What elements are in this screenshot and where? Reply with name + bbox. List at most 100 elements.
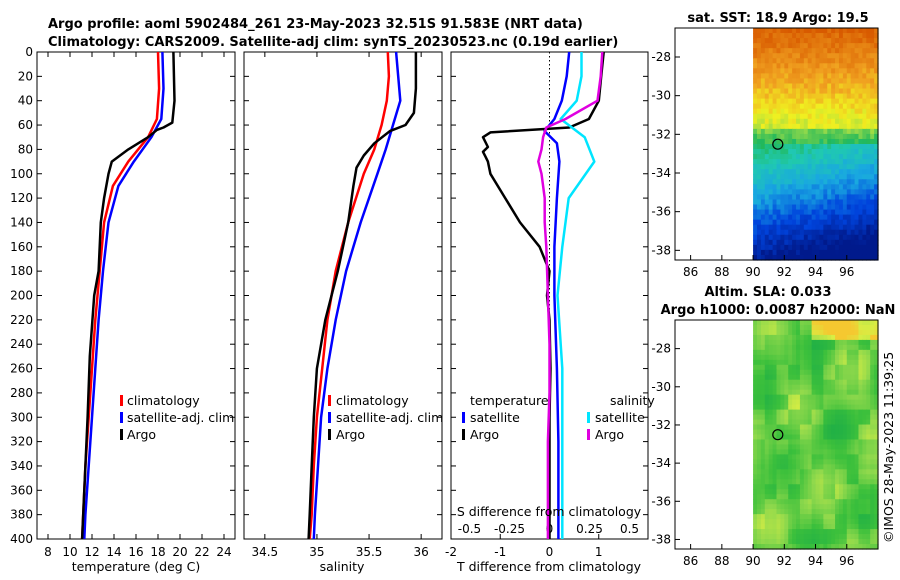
map-cell: [803, 399, 809, 406]
map-cell: [768, 123, 774, 130]
map-cell: [803, 78, 809, 85]
map-cell: [796, 320, 801, 326]
map-cell: [831, 434, 836, 441]
map-cell: [792, 469, 797, 475]
map-cell: [835, 474, 840, 480]
map-cell: [772, 469, 778, 475]
map-cell: [842, 364, 848, 371]
map-cell: [796, 83, 801, 90]
depth-tick-label: 20: [18, 69, 33, 83]
map-cell: [815, 48, 821, 54]
map-cell: [776, 58, 781, 64]
map-cell: [862, 409, 867, 416]
map-cell: [811, 429, 817, 436]
map-cell: [796, 118, 801, 125]
map-cell: [768, 404, 774, 411]
map-cell: [756, 189, 762, 196]
map-cell: [850, 239, 856, 246]
map-cell: [823, 194, 828, 201]
map-cell: [764, 78, 770, 85]
map-cell: [764, 474, 770, 480]
map-cell: [831, 369, 836, 376]
map-cell: [796, 88, 801, 95]
map-cell: [803, 43, 809, 49]
map-cell: [788, 544, 793, 550]
map-cell: [815, 149, 821, 155]
map-cell: [850, 63, 856, 69]
map-cell: [819, 174, 824, 180]
map-cell: [854, 449, 860, 456]
map-cell: [796, 93, 801, 100]
map-cell: [780, 78, 785, 85]
map-cell: [846, 519, 852, 525]
map-cell: [792, 339, 797, 346]
map-cell: [866, 339, 871, 346]
map-cell: [827, 384, 832, 391]
map-cell: [807, 38, 813, 44]
map-cell: [756, 138, 762, 145]
map-cell: [835, 93, 840, 100]
legend-swatch-satellite: [328, 412, 331, 423]
map-cell: [815, 33, 821, 39]
map-cell: [803, 68, 809, 74]
map-cell: [823, 43, 828, 49]
map-cell: [796, 68, 801, 74]
map-cell: [870, 73, 875, 80]
map-cell: [796, 354, 801, 361]
sla-argo-marker: [772, 429, 784, 441]
map-cell: [846, 389, 852, 396]
map-cell: [846, 58, 852, 64]
map-cell: [784, 359, 789, 366]
map-cell: [827, 164, 832, 170]
map-cell: [807, 449, 813, 456]
map-cell: [827, 239, 832, 246]
map-cell: [854, 68, 860, 74]
map-cell: [854, 43, 860, 49]
map-cell: [815, 118, 821, 125]
map-cell: [776, 174, 781, 180]
map-cell: [858, 149, 863, 155]
map-cell: [760, 98, 766, 105]
map-cell: [870, 78, 875, 85]
map-cell: [850, 454, 856, 460]
map-cell: [796, 219, 801, 226]
map-cell: [788, 444, 793, 451]
map-cell: [776, 209, 781, 216]
map-cell: [858, 199, 863, 206]
map-cell: [811, 374, 817, 381]
map-cell: [803, 474, 809, 480]
map-cell: [772, 454, 778, 460]
map-cell: [850, 108, 856, 115]
map-cell: [803, 98, 809, 105]
map-cell: [815, 68, 821, 74]
map-cell: [846, 254, 852, 261]
map-cell: [803, 384, 809, 391]
map-cell: [803, 434, 809, 441]
map-cell: [870, 334, 875, 341]
map-cell: [756, 103, 762, 110]
map-cell: [827, 320, 832, 326]
map-cell: [753, 184, 758, 190]
map-cell: [772, 98, 778, 105]
map-cell: [780, 98, 785, 105]
map-cell: [858, 169, 863, 175]
map-cell: [854, 544, 860, 550]
map-cell: [846, 164, 852, 170]
map-cell: [776, 28, 781, 34]
map-cell: [756, 349, 762, 356]
map-cell: [760, 249, 766, 256]
map-cell: [831, 329, 836, 336]
map-cell: [842, 209, 848, 216]
map-cell: [823, 204, 828, 211]
map-cell: [784, 219, 789, 226]
map-cell: [862, 494, 867, 500]
map-cell: [870, 374, 875, 381]
map-cell: [788, 320, 793, 326]
map-cell: [807, 249, 813, 256]
map-cell: [874, 229, 879, 236]
map-cell: [850, 389, 856, 396]
map-cell: [835, 329, 840, 336]
map-cell: [827, 144, 832, 150]
map-cell: [874, 409, 879, 416]
map-cell: [784, 244, 789, 251]
